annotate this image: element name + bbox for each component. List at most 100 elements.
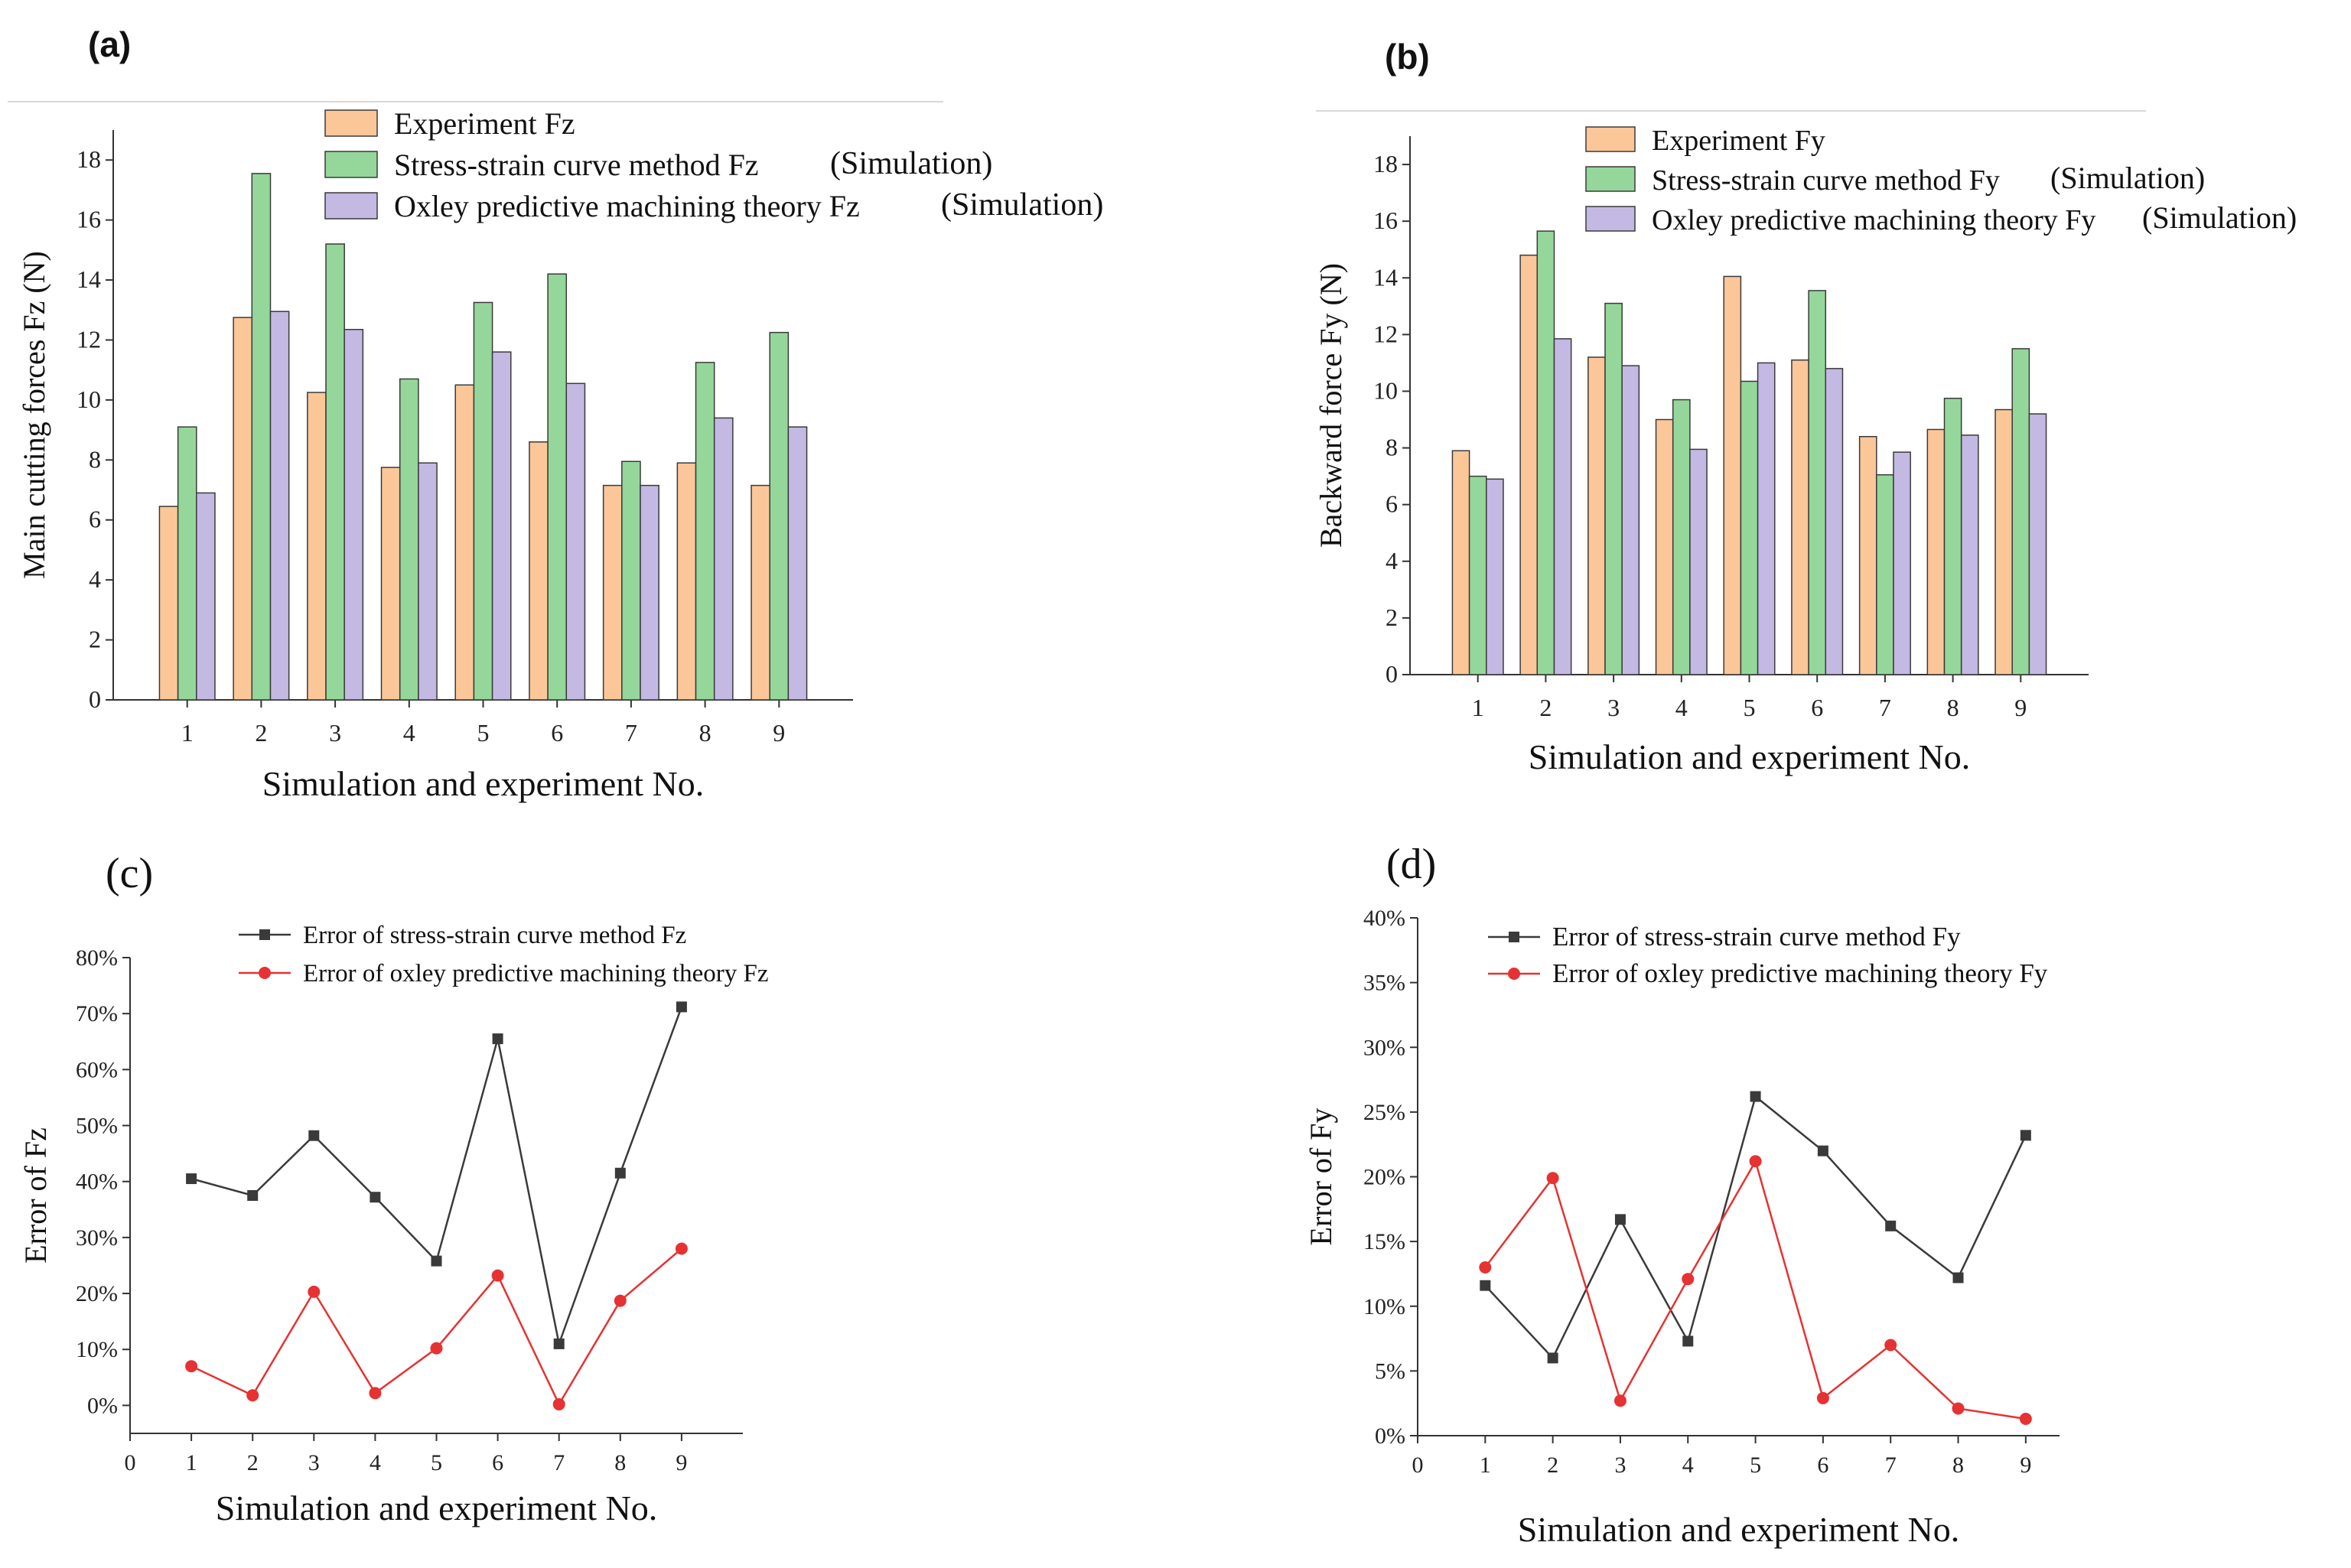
- point-square: [1817, 1145, 1828, 1156]
- y-tick-label: 8: [1386, 434, 1398, 461]
- point-square: [1480, 1280, 1491, 1291]
- bar-oxley: [418, 462, 438, 701]
- panel-label-a: (a): [88, 24, 131, 64]
- bar-stress_strain: [251, 173, 272, 701]
- y-tick-label: 30%: [76, 1225, 118, 1251]
- y-tick-label: 12: [77, 325, 101, 353]
- y-tick-label: 14: [1373, 263, 1398, 291]
- bar-stress_strain: [1943, 397, 1962, 675]
- bar-oxley: [2028, 413, 2047, 675]
- point-circle: [614, 1294, 627, 1307]
- y-axis-title: Error of Fy: [1304, 1108, 1338, 1246]
- bar-stress_strain: [1672, 399, 1691, 675]
- x-tick-label: 6: [1817, 1453, 1828, 1478]
- bar-oxley: [1553, 338, 1572, 675]
- x-axis-title: Simulation and experiment No.: [1518, 1510, 1959, 1549]
- bar-experiment: [158, 506, 179, 701]
- point-square: [1614, 1214, 1626, 1225]
- bar-stress_strain: [473, 301, 493, 701]
- point-square: [1547, 1352, 1558, 1364]
- bar-stress_strain: [621, 460, 641, 701]
- bar-oxley: [713, 417, 734, 701]
- y-tick-label: 6: [89, 506, 101, 533]
- y-tick-label: 20%: [1363, 1165, 1405, 1190]
- y-tick-label: 10: [77, 385, 101, 413]
- x-tick-label: 2: [255, 719, 267, 747]
- x-tick-label: 0: [125, 1450, 136, 1475]
- bar-stress_strain: [1468, 475, 1487, 675]
- bar-oxley: [196, 492, 216, 701]
- x-tick-label: 2: [1547, 1453, 1558, 1478]
- bar-experiment: [454, 384, 475, 701]
- bar-experiment: [1994, 408, 2013, 675]
- y-tick-label: 0: [89, 685, 101, 713]
- x-tick-label: 6: [551, 719, 563, 747]
- bar-experiment: [676, 462, 697, 701]
- bar-stress_strain: [1740, 380, 1759, 675]
- bar-oxley: [1960, 434, 1979, 675]
- bar-oxley: [1486, 478, 1504, 675]
- x-tick-label: 9: [676, 1450, 687, 1475]
- x-axis-title: Simulation and experiment No.: [262, 764, 704, 803]
- point-circle: [430, 1342, 443, 1355]
- y-tick-label: 30%: [1363, 1035, 1405, 1060]
- bar-oxley: [1621, 365, 1640, 675]
- x-tick-label: 7: [1885, 1453, 1897, 1478]
- point-square: [431, 1255, 442, 1267]
- x-tick-label: 6: [1811, 694, 1823, 721]
- x-tick-label: 9: [2014, 694, 2027, 721]
- y-tick-label: 2: [1386, 603, 1398, 631]
- x-tick-label: 5: [431, 1450, 442, 1475]
- chart-d: 0% 5% 10% 15% 20% 25% 30% 35% 40% Simulation and …: [1304, 906, 2060, 1549]
- legend-label-line_black: Error of stress-strain curve method Fz: [303, 922, 686, 949]
- y-tick-label: 25%: [1363, 1100, 1405, 1125]
- legend-label-oxley: Oxley predictive machining theory Fy: [1652, 204, 2095, 236]
- legend-swatch-experiment: [324, 109, 378, 137]
- bar-stress_strain: [399, 378, 419, 701]
- bar-oxley: [1757, 362, 1776, 675]
- point-square: [2020, 1130, 2031, 1141]
- bar-stress_strain: [1536, 230, 1555, 675]
- point-square: [1750, 1091, 1761, 1102]
- x-tick-label: 1: [181, 719, 194, 747]
- legend-suffix-oxley: (Simulation): [941, 187, 1103, 223]
- y-tick-label: 35%: [1363, 971, 1405, 996]
- x-tick-label: 4: [403, 719, 415, 747]
- y-tick-label: 40%: [1363, 906, 1405, 931]
- legend-label-oxley: Oxley predictive machining theory Fz: [394, 189, 860, 223]
- point-circle: [491, 1269, 504, 1282]
- panel-label-c: (c): [106, 850, 153, 897]
- y-axis-title: Error of Fz: [18, 1127, 53, 1264]
- legend-marker-circle: [1508, 968, 1520, 980]
- bar-oxley: [787, 426, 808, 701]
- x-tick-label: 5: [1744, 694, 1756, 721]
- y-tick-label: 16: [77, 206, 101, 233]
- y-tick-label: 10: [1373, 376, 1398, 404]
- legend-label-stress_strain: Stress-strain curve method Fy: [1652, 164, 2000, 197]
- x-axis-title: Simulation and experiment No.: [1529, 737, 1970, 776]
- bar-experiment: [1587, 356, 1606, 675]
- bar-oxley: [491, 351, 512, 701]
- point-circle: [552, 1397, 565, 1410]
- y-tick-label: 10%: [1363, 1294, 1405, 1319]
- point-circle: [1546, 1172, 1559, 1185]
- point-square: [186, 1173, 197, 1185]
- legend-swatch-oxley: [324, 192, 378, 220]
- bar-oxley: [344, 329, 364, 701]
- point-square: [308, 1130, 320, 1141]
- x-tick-label: 5: [477, 719, 490, 747]
- bar-experiment: [1723, 275, 1742, 675]
- legend-label-experiment: Experiment Fy: [1652, 125, 1825, 157]
- x-tick-label: 9: [773, 719, 785, 747]
- y-tick-label: 60%: [76, 1057, 118, 1082]
- point-circle: [246, 1389, 259, 1402]
- x-tick-label: 1: [186, 1450, 197, 1475]
- bar-experiment: [1451, 450, 1470, 675]
- bar-oxley: [269, 311, 290, 701]
- y-tick-label: 80%: [76, 945, 118, 971]
- series-line-line_black: [1484, 1095, 2027, 1360]
- y-tick-label: 2: [89, 626, 101, 653]
